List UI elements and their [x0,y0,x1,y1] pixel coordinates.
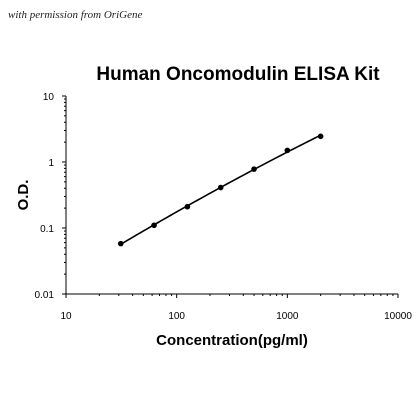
x-axis-ticks: 10 100 1000 10000 [60,294,412,322]
x-axis-label: Concentration(pg/ml) [156,332,308,349]
chart-title: Human Oncomodulin ELISA Kit [96,64,380,85]
x-tick-label: 1000 [276,311,299,322]
x-axis: 10 100 1000 10000 [60,293,412,322]
plot-area [117,133,324,247]
data-point [151,222,157,229]
x-tick-label: 10000 [384,311,412,322]
y-tick-label: 10 [43,92,55,103]
y-tick-label: 1 [48,158,54,169]
data-point [217,184,224,191]
y-tick-label: 0.1 [40,224,54,235]
data-point [117,240,124,247]
data-point [184,203,191,210]
permission-watermark: with permission from OriGene [8,9,143,21]
data-point [251,166,257,172]
x-tick-label: 10 [60,311,72,322]
data-point [317,133,324,140]
y-axis: 0.01 0.1 1 10 [35,92,67,301]
y-axis-label: O.D. [15,180,32,211]
data-point [284,147,291,154]
y-axis-ticks: 0.01 0.1 1 10 [35,92,66,301]
y-tick-label: 0.01 [35,290,55,301]
x-tick-label: 100 [168,311,185,322]
